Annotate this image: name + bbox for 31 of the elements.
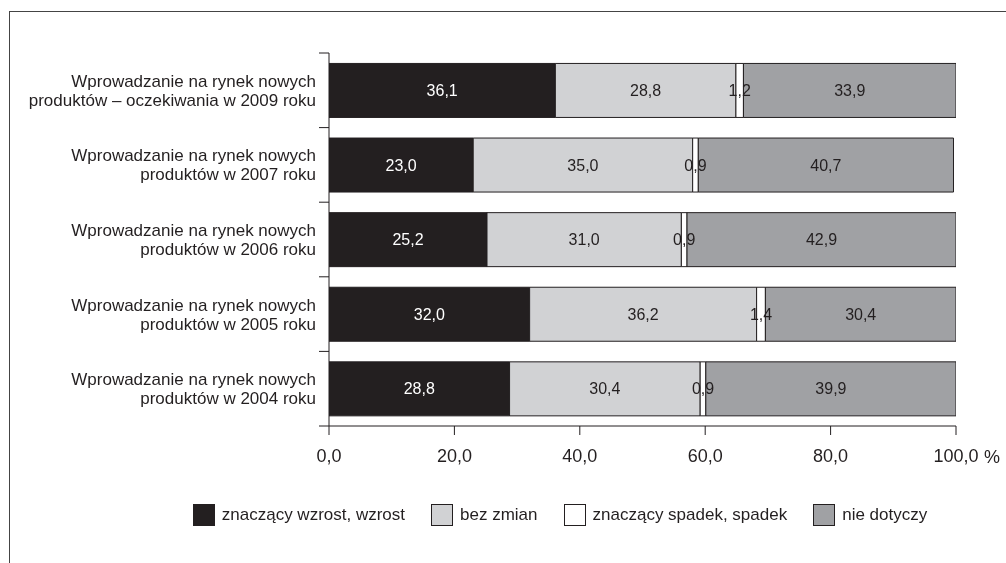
data-label: 30,4 <box>845 305 877 323</box>
x-tick-label: 20,0 <box>436 445 472 466</box>
data-label: 23,0 <box>385 156 417 174</box>
x-tick-label: 80,0 <box>813 445 849 466</box>
y-tick-label: Wprowadzanie na rynek nowych produktów w 2005 roku <box>71 295 316 334</box>
data-label: 31,0 <box>568 231 600 249</box>
x-tick-label: 40,0 <box>562 445 598 466</box>
data-label: 39,9 <box>815 380 847 398</box>
data-label: 36,2 <box>627 305 659 323</box>
data-label: 42,9 <box>805 231 838 249</box>
y-tick-label: Wprowadzanie na rynek nowych produktów – oczekiwania w 2009 roku <box>28 71 316 110</box>
data-label: 33,9 <box>834 81 866 99</box>
data-label: 40,7 <box>810 156 842 174</box>
x-axis-title: % <box>984 447 1001 467</box>
legend-label: nie dotyczy <box>842 505 928 525</box>
data-label: 28,8 <box>403 380 435 398</box>
y-tick-label: Wprowadzanie na rynek nowych produktów w 2004 roku <box>71 370 316 409</box>
data-label: 36,1 <box>426 81 458 99</box>
y-tick-label: Wprowadzanie na rynek nowych produktów w 2007 roku <box>71 146 316 185</box>
legend-label: znaczący spadek, spadek <box>592 505 788 525</box>
x-tick-label: 100,0 <box>933 445 979 466</box>
data-label: 35,0 <box>567 156 599 174</box>
legend-label: bez zmian <box>460 505 538 525</box>
x-tick-label: 0,0 <box>316 445 342 466</box>
data-label: 28,8 <box>630 81 662 99</box>
x-tick-label: 60,0 <box>687 445 723 466</box>
data-label: 30,4 <box>589 380 621 398</box>
y-tick-label: Wprowadzanie na rynek nowych produktów w 2006 roku <box>71 221 316 260</box>
legend-label: znaczący wzrost, wzrost <box>221 505 406 525</box>
data-label: 32,0 <box>413 305 445 323</box>
data-label: 25,2 <box>392 231 424 249</box>
